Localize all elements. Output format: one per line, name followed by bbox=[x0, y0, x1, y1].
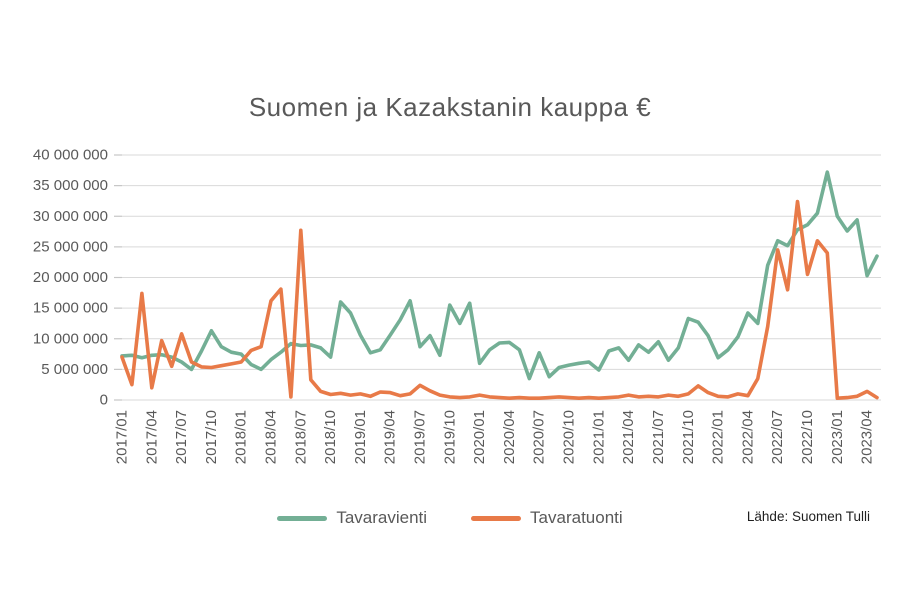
svg-text:40 000 000: 40 000 000 bbox=[33, 147, 108, 164]
legend-swatch-tavaratuonti bbox=[471, 515, 522, 521]
svg-text:2017/01: 2017/01 bbox=[114, 410, 131, 464]
chart-title: Suomen ja Kazakstanin kauppa € bbox=[248, 92, 652, 122]
svg-text:2021/01: 2021/01 bbox=[590, 410, 607, 464]
svg-text:2020/07: 2020/07 bbox=[531, 410, 548, 464]
svg-text:2021/07: 2021/07 bbox=[650, 410, 667, 464]
svg-text:2017/10: 2017/10 bbox=[203, 410, 220, 464]
legend-item-tavaratuonti: Tavaratuonti bbox=[471, 508, 623, 528]
legend-swatch-tavaravienti bbox=[277, 515, 328, 521]
svg-text:2018/10: 2018/10 bbox=[322, 410, 339, 464]
legend-label-tavaratuonti: Tavaratuonti bbox=[530, 508, 623, 527]
svg-text:2023/01: 2023/01 bbox=[829, 410, 846, 464]
svg-text:2019/04: 2019/04 bbox=[382, 410, 399, 464]
svg-text:2020/10: 2020/10 bbox=[561, 410, 578, 464]
svg-text:2018/04: 2018/04 bbox=[263, 410, 280, 464]
svg-text:15 000 000: 15 000 000 bbox=[33, 300, 108, 317]
legend-label-tavaravienti: Tavaravienti bbox=[336, 508, 428, 527]
svg-text:2019/01: 2019/01 bbox=[352, 410, 369, 464]
source-note: Lähde: Suomen Tulli bbox=[746, 509, 870, 524]
svg-text:2021/04: 2021/04 bbox=[620, 410, 637, 464]
legend-item-tavaravienti: Tavaravienti bbox=[277, 508, 427, 528]
svg-text:20 000 000: 20 000 000 bbox=[33, 269, 108, 286]
svg-text:5 000 000: 5 000 000 bbox=[41, 361, 108, 378]
svg-text:2020/01: 2020/01 bbox=[471, 410, 488, 464]
svg-text:2021/10: 2021/10 bbox=[680, 410, 697, 464]
legend: Tavaravienti Tavaratuonti bbox=[0, 508, 900, 528]
svg-text:2019/10: 2019/10 bbox=[441, 410, 458, 464]
svg-text:2018/07: 2018/07 bbox=[292, 410, 309, 464]
svg-text:2022/10: 2022/10 bbox=[799, 410, 816, 464]
svg-text:2018/01: 2018/01 bbox=[233, 410, 250, 464]
svg-text:0: 0 bbox=[100, 392, 108, 409]
svg-text:2017/04: 2017/04 bbox=[143, 410, 160, 464]
svg-text:2019/07: 2019/07 bbox=[412, 410, 429, 464]
svg-text:10 000 000: 10 000 000 bbox=[33, 330, 108, 347]
svg-text:25 000 000: 25 000 000 bbox=[33, 238, 108, 255]
svg-text:30 000 000: 30 000 000 bbox=[33, 208, 108, 225]
svg-text:35 000 000: 35 000 000 bbox=[33, 177, 108, 194]
svg-text:2023/04: 2023/04 bbox=[859, 410, 876, 464]
svg-text:2022/04: 2022/04 bbox=[739, 410, 756, 464]
svg-text:2022/01: 2022/01 bbox=[710, 410, 727, 464]
svg-text:2020/04: 2020/04 bbox=[501, 410, 518, 464]
svg-text:2017/07: 2017/07 bbox=[173, 410, 190, 464]
svg-text:2022/07: 2022/07 bbox=[769, 410, 786, 464]
